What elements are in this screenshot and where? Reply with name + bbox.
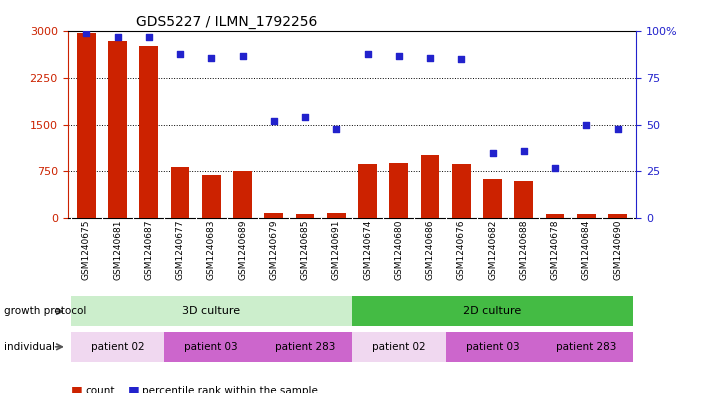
Point (143, 34, 154, 40)
Text: GDS5227 / ILMN_1792256: GDS5227 / ILMN_1792256 (136, 15, 317, 29)
Text: patient 03: patient 03 (466, 342, 520, 352)
Text: percentile rank within the sample: percentile rank within the sample (142, 386, 318, 393)
Point (487, 150, 498, 156)
Point (80, 30, 92, 37)
Bar (164, 332, 258, 362)
Bar (352, 296, 634, 327)
Point (331, 125, 342, 132)
Text: growth protocol: growth protocol (4, 307, 86, 316)
Bar (515, 182, 533, 218)
Text: patient 02: patient 02 (91, 342, 144, 352)
Bar (171, 167, 189, 218)
Bar (108, 41, 127, 218)
Bar (546, 214, 565, 218)
Bar (390, 163, 408, 218)
Bar (483, 179, 502, 218)
Text: count: count (85, 386, 114, 393)
Bar (452, 164, 471, 218)
Text: patient 02: patient 02 (372, 342, 426, 352)
Bar (70, 296, 352, 327)
Text: ■: ■ (128, 384, 140, 393)
Bar (258, 332, 352, 362)
Point (518, 148, 530, 154)
Point (174, 51, 186, 57)
Bar (77, 33, 96, 218)
Bar (202, 174, 220, 218)
Bar (352, 332, 446, 362)
Point (612, 125, 624, 132)
Bar (139, 46, 158, 218)
Text: ■: ■ (71, 384, 83, 393)
Point (362, 51, 373, 57)
Point (237, 53, 248, 59)
Bar (421, 154, 439, 218)
Point (456, 56, 467, 62)
Bar (264, 213, 283, 218)
Text: patient 283: patient 283 (556, 342, 616, 352)
Point (205, 54, 217, 61)
Bar (446, 332, 540, 362)
Bar (233, 171, 252, 218)
Point (112, 34, 123, 40)
Point (424, 54, 436, 61)
Point (393, 53, 405, 59)
Text: 2D culture: 2D culture (464, 307, 522, 316)
Text: patient 03: patient 03 (184, 342, 238, 352)
Point (268, 118, 279, 124)
Bar (608, 214, 627, 218)
Bar (358, 164, 377, 218)
Bar (327, 213, 346, 218)
Text: patient 283: patient 283 (275, 342, 336, 352)
Point (550, 165, 561, 171)
Bar (70, 332, 164, 362)
Bar (540, 332, 634, 362)
Text: 3D culture: 3D culture (182, 307, 240, 316)
Point (299, 114, 311, 120)
Bar (577, 214, 596, 218)
Text: individual: individual (4, 342, 55, 352)
Point (581, 121, 592, 128)
Bar (296, 214, 314, 218)
